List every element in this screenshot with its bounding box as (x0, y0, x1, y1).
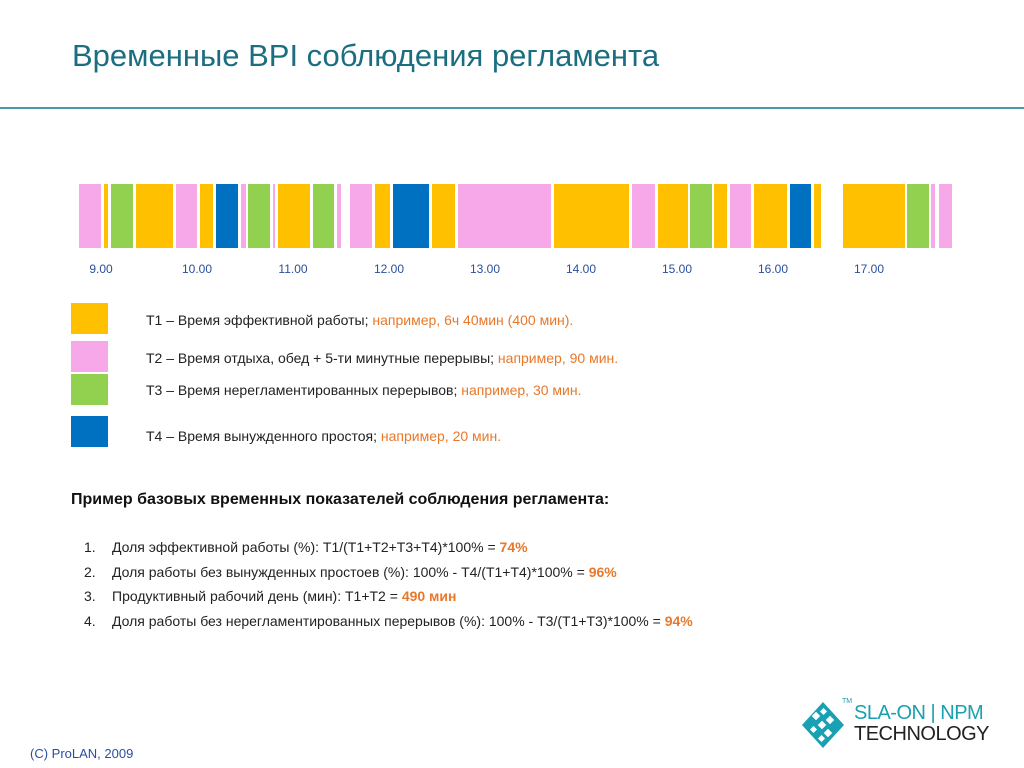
timeline-segment-t2 (931, 184, 936, 248)
hour-tick-label: 11.00 (278, 262, 308, 276)
hour-tick-label: 10.00 (181, 262, 213, 276)
legend-label-t2: Т2 – Время отдыха, обед + 5-ти минутные … (146, 350, 498, 366)
hour-tick-label: 15.00 (661, 262, 693, 276)
timeline-segment-t1 (657, 184, 688, 248)
legend-label-t3: Т3 – Время нерегламентированных перерыво… (146, 382, 462, 398)
kpi-number: 1. (84, 539, 96, 555)
legend-example-t2: например, 90 мин. (497, 350, 619, 366)
kpi-value: 94% (664, 613, 693, 629)
timeline-segment-t3 (313, 184, 335, 248)
legend-item-t2: Т2 – Время отдыха, обед + 5-ти минутные … (146, 350, 618, 366)
timeline-segment-t2 (272, 184, 275, 248)
page-title: Временные BPI соблюдения регламента (72, 38, 660, 73)
kpi-formula: Доля работы без нерегламентированных пер… (112, 613, 665, 629)
timeline-segment-t2 (458, 184, 552, 248)
legend-label-t4: Т4 – Время вынужденного простоя; (146, 428, 381, 444)
hour-tick-label: 16.00 (757, 262, 789, 276)
workday-timeline-chart (70, 184, 952, 248)
kpi-number: 2. (84, 564, 96, 580)
legend-item-t4: Т4 – Время вынужденного простоя; наприме… (146, 428, 501, 444)
timeline-segment-t2 (349, 184, 372, 248)
legend-swatch-t4 (71, 416, 108, 447)
copyright-footer: (C) ProLAN, 2009 (30, 746, 134, 761)
kpi-item-3: 3. Продуктивный рабочий день (мин): Т1+Т2… (84, 588, 456, 604)
kpi-formula: Доля эффективной работы (%): Т1/(Т1+Т2+Т… (112, 539, 500, 555)
hour-tick-label: 12.00 (373, 262, 405, 276)
kpi-value: 74% (499, 539, 528, 555)
legend-swatch-t2 (71, 341, 108, 372)
timeline-segment-t4 (216, 184, 239, 248)
timeline-segment-t1 (753, 184, 788, 248)
timeline-segment-t3 (247, 184, 270, 248)
hour-tick-label: 9.00 (89, 262, 113, 276)
logo-trademark: TM (842, 698, 853, 705)
hour-tick-label: 13.00 (469, 262, 501, 276)
legend-item-t3: Т3 – Время нерегламентированных перерыво… (146, 382, 581, 398)
timeline-segment-t4 (392, 184, 430, 248)
kpi-formula: Доля работы без вынужденных простоев (%)… (112, 564, 589, 580)
kpi-number: 4. (84, 613, 96, 629)
legend-example-t4: например, 20 мин. (380, 428, 502, 444)
kpi-formula: Продуктивный рабочий день (мин): Т1+Т2 = (112, 588, 402, 604)
kpi-value: 490 мин (401, 588, 457, 604)
legend-swatch-t3 (71, 374, 108, 405)
timeline-segment-t1 (814, 184, 821, 248)
timeline-segment-t1 (432, 184, 456, 248)
timeline-segment-t1 (714, 184, 727, 248)
timeline-segment-t3 (110, 184, 133, 248)
timeline-segment-t1 (277, 184, 311, 248)
timeline-segment-t1 (843, 184, 905, 248)
timeline-segment-t1 (103, 184, 108, 248)
timeline-segment-t2 (631, 184, 655, 248)
legend-label-t1: Т1 – Время эффективной работы; (146, 312, 373, 328)
kpi-value: 96% (588, 564, 617, 580)
hour-tick-label: 14.00 (565, 262, 597, 276)
legend-example-t3: например, 30 мин. (461, 382, 582, 398)
hour-axis: 9.00 10.00 11.00 12.00 13.00 14.00 15.00 16.00 1… (0, 262, 1024, 278)
timeline-segment-t2 (241, 184, 246, 248)
kpi-item-2: 2. Доля работы без вынужденных простоев (… (84, 564, 617, 580)
kpi-item-1: 1. Доля эффективной работы (%): Т1/(Т1+Т2… (84, 539, 528, 555)
timeline-segment-t1 (135, 184, 173, 248)
title-divider (0, 107, 1024, 109)
sla-on-npm-logo: TM SLA-ON | NPM TECHNOLOGY (800, 698, 990, 754)
logo-product-name: SLA-ON | NPM (854, 702, 984, 724)
kpi-item-4: 4. Доля работы без нерегламентированных п… (84, 613, 693, 629)
timeline-segment-t2 (337, 184, 341, 248)
timeline-segment-t1 (554, 184, 629, 248)
timeline-segment-t3 (907, 184, 929, 248)
timeline-segment-t2 (175, 184, 197, 248)
hour-tick-label: 17.00 (853, 262, 885, 276)
legend-item-t1: Т1 – Время эффективной работы; например,… (146, 312, 573, 328)
timeline-segment-t2 (729, 184, 751, 248)
timeline-segment-t2 (78, 184, 101, 248)
timeline-segment-t4 (790, 184, 812, 248)
timeline-segment-t2 (939, 184, 952, 248)
legend-example-t1: например, 6ч 40мин (400 мин). (372, 312, 574, 328)
kpi-number: 3. (84, 588, 96, 604)
timeline-segment-t1 (374, 184, 390, 248)
timeline-segment-t3 (690, 184, 712, 248)
legend-swatch-t1 (71, 303, 108, 334)
logo-diamond-icon (802, 702, 844, 748)
timeline-segment-t1 (199, 184, 214, 248)
logo-technology: TECHNOLOGY (854, 723, 990, 745)
kpi-heading: Пример базовых временных показателей соб… (71, 491, 610, 508)
